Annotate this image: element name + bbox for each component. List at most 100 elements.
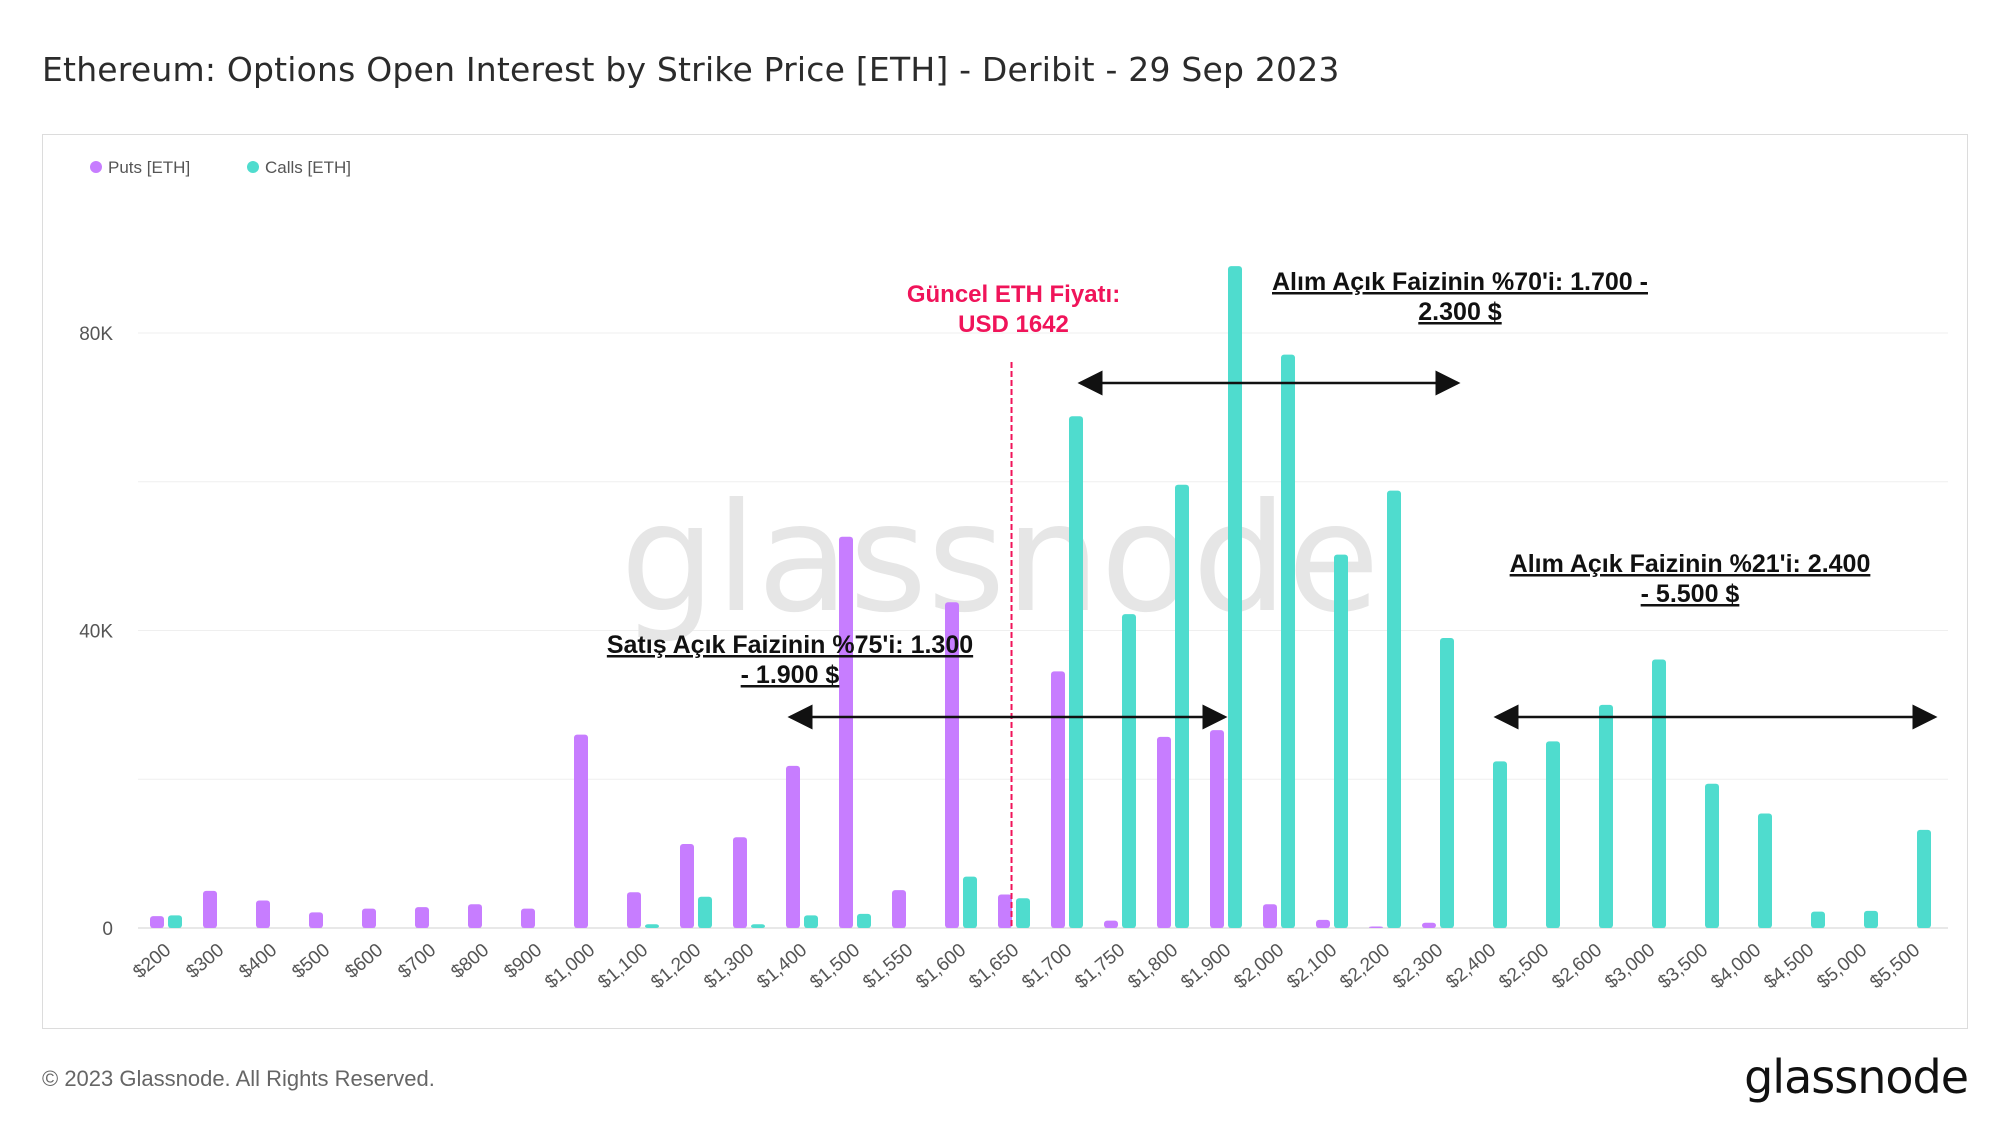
x-tick-label: $1,600 <box>912 940 970 993</box>
x-tick-label: $2,000 <box>1230 940 1288 993</box>
x-tick-label: $2,200 <box>1336 940 1394 993</box>
x-tick-label: $800 <box>447 940 493 983</box>
x-tick-label: $3,500 <box>1654 940 1712 993</box>
call-bar <box>1175 484 1189 928</box>
call-bar <box>1493 761 1507 928</box>
put-bar <box>627 892 641 928</box>
call-bar <box>1440 637 1454 928</box>
put-bar <box>150 916 164 928</box>
call-bar <box>857 913 871 928</box>
put-bar <box>1210 730 1224 928</box>
call-bar <box>645 924 659 928</box>
x-tick-label: $5,000 <box>1813 940 1871 993</box>
call-bar <box>1811 911 1825 928</box>
put-bar <box>1157 736 1171 928</box>
watermark: glassnode <box>620 472 1379 646</box>
y-axis: 0 40K 80K <box>79 324 113 940</box>
put-bar <box>309 912 323 928</box>
put-bar <box>945 602 959 928</box>
x-tick-label: $1,800 <box>1124 940 1182 993</box>
call-bar <box>1705 783 1719 928</box>
x-tick-label: $2,300 <box>1389 940 1447 993</box>
call-bar <box>751 924 765 928</box>
y-tick-label: 40K <box>79 622 113 643</box>
put-bar <box>733 837 747 928</box>
x-tick-label: $1,700 <box>1018 940 1076 993</box>
call-bar <box>804 915 818 928</box>
current-price-label: Güncel ETH Fiyatı: <box>907 281 1120 308</box>
calls-range-2-label-2: - 5.500 $ <box>1641 580 1740 608</box>
legend: Puts [ETH] Calls [ETH] <box>90 158 351 177</box>
put-bar <box>998 894 1012 928</box>
put-bar <box>1104 920 1118 928</box>
x-tick-label: $700 <box>394 940 440 983</box>
put-bar <box>1051 671 1065 928</box>
grid-layer <box>138 332 1948 929</box>
x-tick-label: $200 <box>129 940 175 983</box>
put-bar <box>203 890 217 928</box>
legend-calls-swatch <box>247 161 259 173</box>
legend-calls-label: Calls [ETH] <box>265 158 351 177</box>
current-price-value: USD 1642 <box>958 311 1069 338</box>
brand-logo: glassnode <box>1744 1050 1969 1104</box>
put-bar <box>521 908 535 928</box>
legend-puts-label: Puts [ETH] <box>108 158 190 177</box>
x-tick-label: $1,300 <box>700 940 758 993</box>
x-tick-label: $400 <box>235 940 281 983</box>
x-tick-label: $1,500 <box>806 940 864 993</box>
x-tick-label: $600 <box>341 940 387 983</box>
call-bar <box>1281 354 1295 929</box>
put-bar <box>362 908 376 928</box>
y-tick-label: 80K <box>79 324 113 345</box>
x-tick-label: $2,100 <box>1283 940 1341 993</box>
put-bar <box>574 734 588 928</box>
put-bar <box>786 765 800 928</box>
puts-range-label-2: - 1.900 $ <box>741 661 840 689</box>
x-tick-label: $1,900 <box>1177 940 1235 993</box>
put-bar <box>468 904 482 928</box>
call-bar <box>1864 910 1878 928</box>
x-tick-label: $3,000 <box>1601 940 1659 993</box>
puts-range-label: Satış Açık Faizinin %75'i: 1.300 <box>607 631 973 659</box>
call-bar <box>963 876 977 928</box>
put-bar <box>256 900 270 928</box>
call-bar <box>1652 659 1666 928</box>
x-tick-label: $1,200 <box>647 940 705 993</box>
x-tick-label: $1,000 <box>541 940 599 993</box>
x-tick-label: $4,000 <box>1707 940 1765 993</box>
legend-puts-swatch <box>90 161 102 173</box>
x-axis: $200 $300 $400 $500 $600 $700 $800 $900$1,000$1… <box>129 940 1924 993</box>
x-tick-label: $1,550 <box>859 940 917 993</box>
x-tick-label: $2,400 <box>1442 940 1500 993</box>
annotations-layer: Güncel ETH Fiyatı: USD 1642 Satış Açık Fai… <box>607 268 1938 928</box>
x-tick-label: $1,650 <box>965 940 1023 993</box>
x-tick-label: $300 <box>182 940 228 983</box>
call-bar <box>1387 490 1401 928</box>
put-bar <box>415 907 429 928</box>
x-tick-label: $5,500 <box>1866 940 1924 993</box>
put-bar <box>839 536 853 928</box>
put-bar <box>680 843 694 928</box>
x-tick-label: $2,500 <box>1495 940 1553 993</box>
x-tick-label: $1,100 <box>594 940 652 993</box>
put-bar <box>1369 926 1383 928</box>
call-bar <box>1917 829 1931 928</box>
call-bar <box>1546 741 1560 928</box>
chart-frame <box>42 134 1968 1029</box>
call-bar <box>1016 898 1030 928</box>
x-tick-label: $900 <box>500 940 546 983</box>
put-bar <box>1422 922 1436 928</box>
x-tick-label: $1,750 <box>1071 940 1129 993</box>
x-tick-label: $500 <box>288 940 334 983</box>
x-tick-label: $1,400 <box>753 940 811 993</box>
put-bar <box>1263 904 1277 928</box>
x-tick-label: $2,600 <box>1548 940 1606 993</box>
put-bar <box>892 890 906 928</box>
call-bar <box>698 896 712 928</box>
y-tick-label: 0 <box>102 919 113 940</box>
call-bar <box>1334 554 1348 928</box>
copyright-footer: © 2023 Glassnode. All Rights Reserved. <box>42 1066 435 1091</box>
call-bar <box>1228 266 1242 928</box>
put-bar <box>1316 919 1330 928</box>
